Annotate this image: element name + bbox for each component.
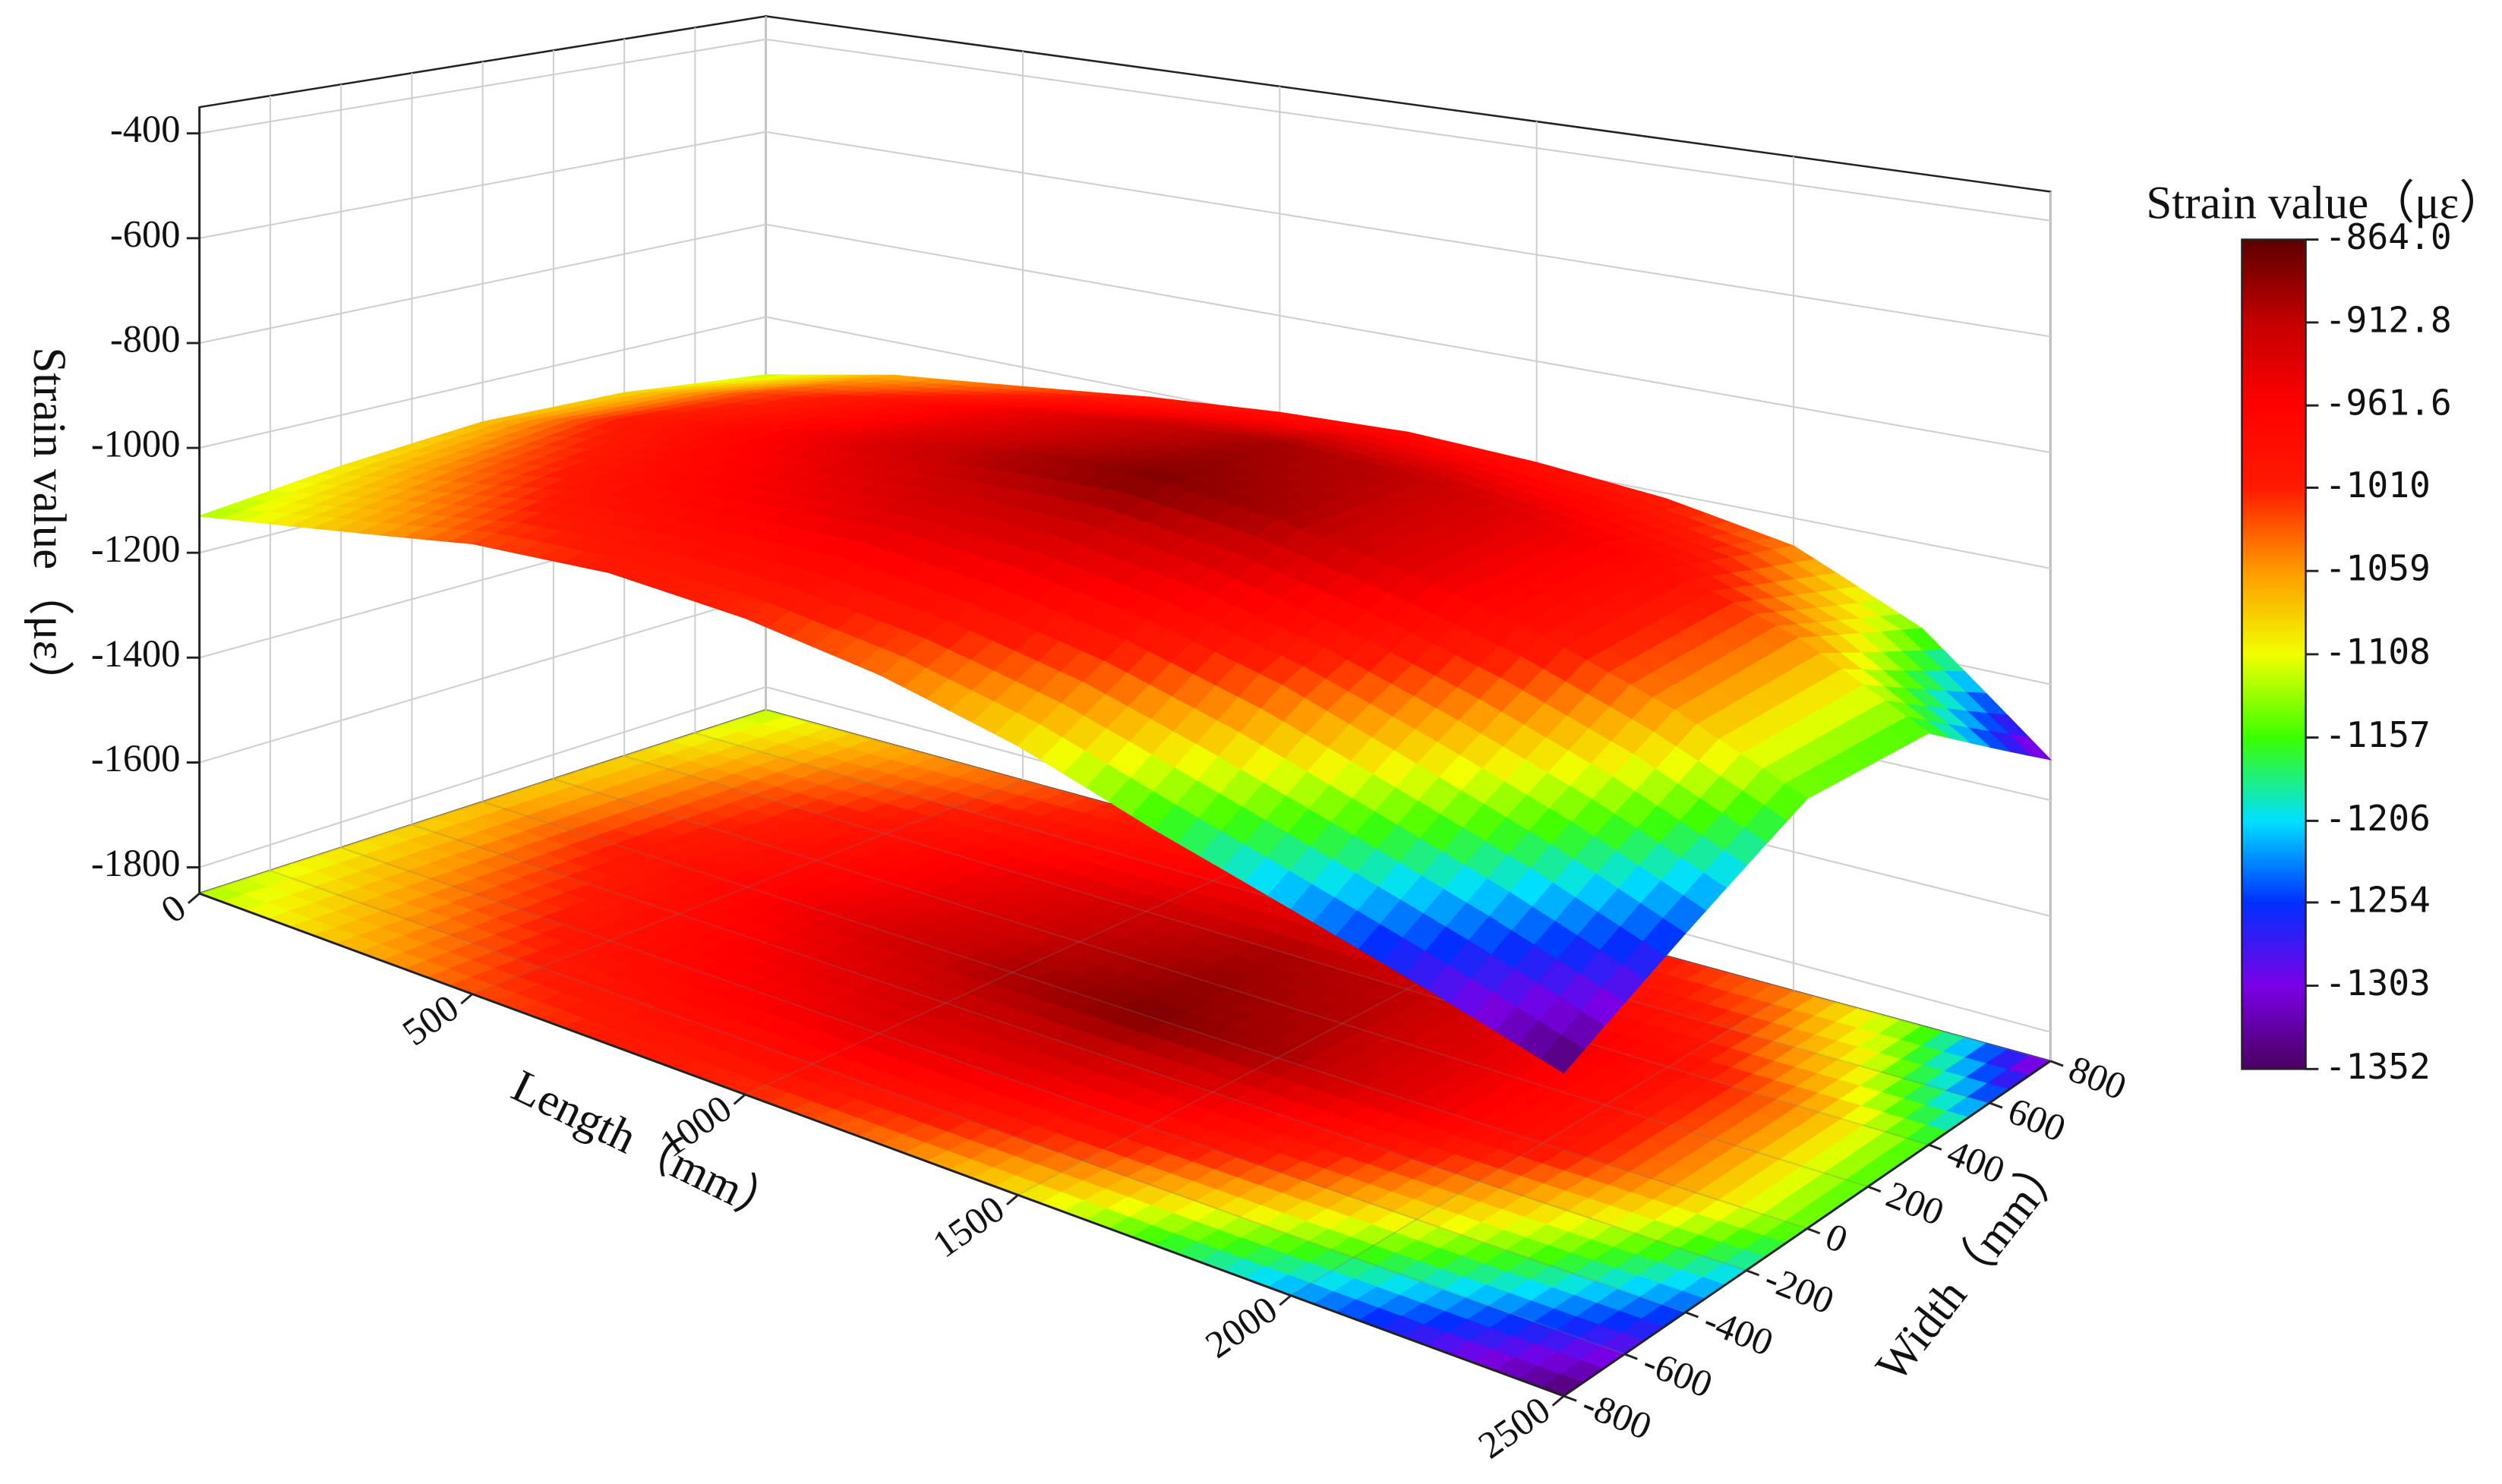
y-tick (1685, 1311, 1699, 1319)
x-tick (1006, 1194, 1019, 1206)
colorbar-tick-label: -1059 (2325, 548, 2431, 589)
y-tick-label: -200 (1759, 1256, 1840, 1322)
x-tick (1279, 1294, 1292, 1306)
colorbar-tick-label: -961.6 (2325, 383, 2452, 424)
z-tick-label: -1800 (91, 842, 181, 884)
y-tick (1746, 1269, 1760, 1277)
y-tick-label: 200 (1881, 1173, 1950, 1234)
x-tick (733, 1093, 746, 1105)
z-axis-title: Strain value（με） (24, 347, 74, 706)
colorbar-tick-label: -1352 (2325, 1046, 2431, 1087)
x-tick-label: 1500 (925, 1187, 1012, 1266)
y-tick-label: 400 (1942, 1131, 2011, 1192)
z-tick-label: -600 (110, 213, 180, 255)
z-tick-label: -1200 (91, 528, 181, 570)
grid-line (765, 38, 2051, 222)
grid-line (340, 846, 1686, 1313)
colorbar-tick-label: -1108 (2325, 631, 2431, 672)
grid-line (482, 801, 1808, 1230)
x-tick (1551, 1394, 1565, 1407)
y-tick (1867, 1185, 1882, 1193)
x-tick-label: 0 (153, 886, 194, 931)
surface (199, 374, 2052, 1074)
x-tick (188, 893, 200, 904)
grid-line (270, 869, 1625, 1355)
z-tick-label: -400 (110, 108, 180, 150)
y-tick-label: -800 (1576, 1382, 1658, 1448)
z-tick-label: -1600 (91, 737, 181, 780)
grid-line (199, 709, 766, 895)
colorbar-tick-label: -1254 (2325, 879, 2431, 920)
colorbar-tick-label: -1206 (2325, 798, 2431, 839)
grid-line (1290, 990, 1794, 1297)
grid-line (623, 755, 1929, 1146)
grid-line (765, 223, 2051, 454)
grid-line (412, 824, 1747, 1271)
x-tick-label: 2000 (1197, 1287, 1285, 1366)
grid-line (472, 779, 1024, 995)
z-tick-label: -800 (110, 318, 180, 361)
colorbar-tick-label: -1010 (2325, 465, 2431, 506)
y-tick-label: -400 (1698, 1298, 1779, 1364)
surface-cell (1540, 1035, 1585, 1074)
x-axis (199, 892, 1564, 1397)
y-tick (2049, 1060, 2064, 1067)
y-tick (1989, 1101, 2003, 1109)
grid-line (765, 131, 2051, 338)
y-tick (1806, 1227, 1821, 1235)
grid-line (553, 778, 1869, 1188)
y-tick-label: 0 (1820, 1215, 1854, 1261)
y-tick-label: -600 (1637, 1341, 1718, 1407)
colorbar-tick-label: -864.0 (2325, 216, 2452, 257)
colorbar (2241, 238, 2307, 1070)
x-tick-label: 500 (395, 986, 466, 1054)
colorbar-tick-label: -912.8 (2325, 299, 2452, 340)
colorbar-tick-label: -1303 (2325, 963, 2431, 1004)
x-tick (460, 993, 473, 1005)
z-tick-label: -1400 (91, 632, 181, 675)
y-tick (1563, 1394, 1577, 1402)
colorbar-tick-label: -1157 (2325, 714, 2431, 755)
colorbar-title: Strain value（με） (2146, 178, 2502, 229)
grid-line (744, 849, 1280, 1095)
z-tick-label: -1000 (91, 423, 181, 465)
y-tick-label: 800 (2063, 1047, 2132, 1107)
y-tick (1928, 1143, 1942, 1151)
x-tick-label: 2500 (1471, 1388, 1558, 1467)
y-tick (1623, 1353, 1638, 1360)
